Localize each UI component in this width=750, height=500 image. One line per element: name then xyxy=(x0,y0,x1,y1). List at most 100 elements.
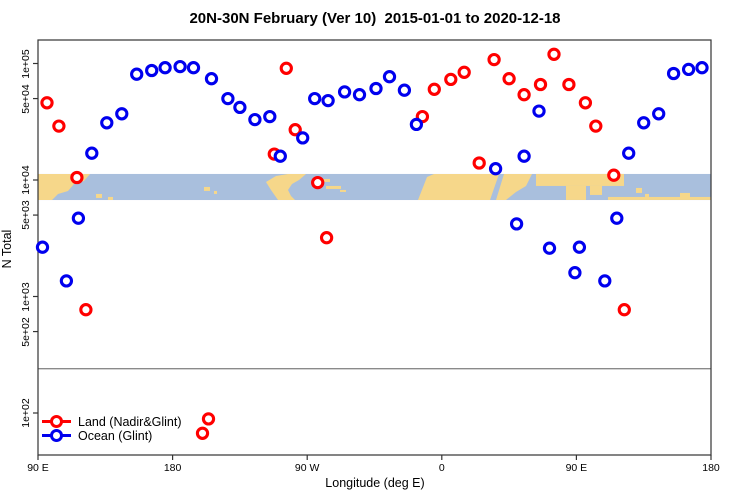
data-point xyxy=(457,65,471,79)
data-point xyxy=(319,231,334,245)
data-point xyxy=(233,100,247,115)
y-tick-label: 5e+02 xyxy=(20,316,32,347)
data-point xyxy=(115,107,129,121)
y-axis-label: N Total xyxy=(0,229,14,269)
data-point xyxy=(221,91,235,106)
data-point xyxy=(444,72,458,87)
data-point xyxy=(533,77,548,92)
series-ocean xyxy=(35,59,709,288)
data-point xyxy=(263,109,277,124)
land-arabia xyxy=(496,173,532,200)
data-point xyxy=(652,107,666,121)
data-point xyxy=(427,82,441,96)
plot-box xyxy=(37,39,712,456)
land-taiwan xyxy=(636,187,642,193)
data-point xyxy=(666,66,681,81)
data-point xyxy=(542,241,557,255)
data-point xyxy=(517,149,531,163)
land-india-peninsula xyxy=(566,185,586,200)
data-point xyxy=(130,67,144,81)
x-tick-label: 0 xyxy=(438,462,445,474)
legend-label-ocean: Ocean (Glint) xyxy=(78,428,153,443)
land-mexico xyxy=(266,173,306,200)
land-cuba xyxy=(326,185,341,189)
land-florida xyxy=(321,178,330,182)
data-point xyxy=(40,96,54,110)
data-point xyxy=(337,85,352,99)
land-africa xyxy=(418,173,499,200)
data-point xyxy=(502,72,516,86)
legend-label-land: Land (Nadir&Glint) xyxy=(78,414,182,429)
data-point xyxy=(100,116,114,130)
data-point xyxy=(610,211,624,225)
map-band xyxy=(38,173,711,201)
land-islands-right xyxy=(680,192,690,198)
data-point xyxy=(578,96,593,110)
data-point xyxy=(71,211,86,225)
x-tick-label: 90 W xyxy=(294,462,320,474)
data-point xyxy=(145,63,159,78)
land-hawaii-b xyxy=(214,190,217,194)
data-point xyxy=(409,117,424,132)
data-point xyxy=(607,168,621,182)
data-point xyxy=(637,116,651,130)
data-point xyxy=(681,62,696,77)
data-point xyxy=(79,303,93,317)
data-point xyxy=(311,175,325,190)
chart-title: 20N-30N February (Ver 10) 2015-01-01 to … xyxy=(189,10,561,27)
data-point xyxy=(158,61,172,75)
data-point xyxy=(509,217,524,231)
data-point xyxy=(195,426,210,440)
data-point xyxy=(617,303,631,317)
data-point xyxy=(186,61,201,75)
land-ryukyu xyxy=(645,193,649,197)
land-iran-india-top xyxy=(536,173,624,186)
data-point xyxy=(695,61,709,75)
land-hawaii-a xyxy=(204,186,210,191)
data-point xyxy=(369,81,383,96)
x-axis-label: Longitude (deg E) xyxy=(325,476,425,490)
data-point xyxy=(382,70,397,84)
y-tick-label: 5e+04 xyxy=(20,83,32,114)
y-tick-label: 1e+02 xyxy=(20,398,32,428)
land-bottom-strip-right xyxy=(608,196,711,200)
data-point xyxy=(173,59,187,74)
x-tick-label: 180 xyxy=(163,462,182,474)
legend-marker-ocean xyxy=(50,429,63,442)
data-point xyxy=(70,170,84,185)
data-point xyxy=(598,274,612,288)
data-point xyxy=(308,91,322,106)
data-point xyxy=(568,266,582,280)
legend-marker-land xyxy=(50,415,63,428)
data-point xyxy=(622,146,636,160)
data-point xyxy=(321,93,335,108)
x-tick-label: 180 xyxy=(702,462,720,474)
data-point xyxy=(472,156,486,170)
data-point xyxy=(296,131,310,145)
data-point xyxy=(532,104,546,118)
y-tick-label: 5e+03 xyxy=(20,200,32,230)
data-point xyxy=(517,88,531,102)
x-tick-label: 90 E xyxy=(27,462,49,474)
data-point xyxy=(204,72,219,86)
series-land xyxy=(40,47,631,440)
data-point xyxy=(488,162,503,176)
data-point xyxy=(248,112,262,127)
data-point xyxy=(397,83,412,97)
land-island-a xyxy=(96,193,102,198)
data-point xyxy=(201,412,216,426)
data-point xyxy=(273,149,287,163)
data-point xyxy=(35,240,50,254)
x-tick-label: 90 E xyxy=(565,462,588,474)
land-hispaniola xyxy=(340,189,346,192)
data-point xyxy=(279,61,293,75)
data-point xyxy=(589,119,603,133)
land-se-asia xyxy=(590,185,602,195)
data-point xyxy=(572,240,587,254)
data-point xyxy=(352,88,367,102)
data-point xyxy=(59,274,74,288)
data-point xyxy=(288,123,302,137)
data-point xyxy=(85,146,99,160)
